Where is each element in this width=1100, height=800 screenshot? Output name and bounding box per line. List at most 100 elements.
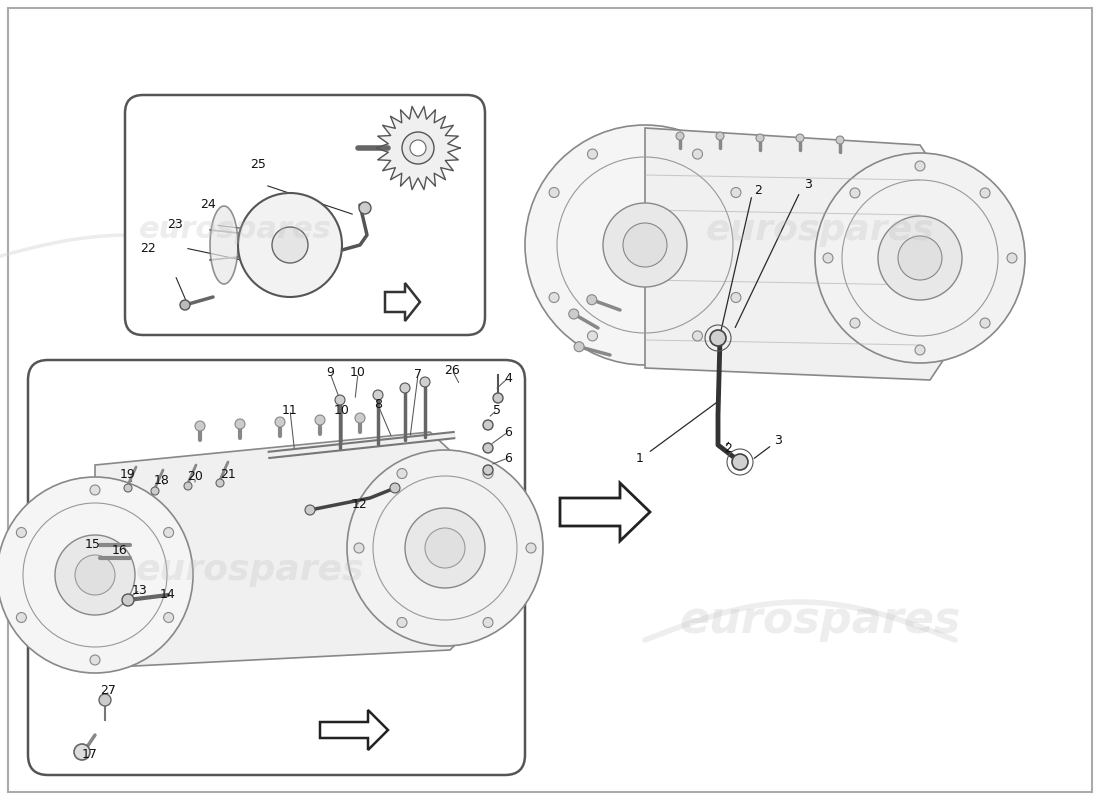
Circle shape	[483, 420, 493, 430]
Circle shape	[0, 477, 192, 673]
Polygon shape	[95, 432, 470, 668]
Circle shape	[180, 300, 190, 310]
Polygon shape	[560, 483, 650, 541]
Circle shape	[305, 505, 315, 515]
Circle shape	[836, 136, 844, 144]
Circle shape	[483, 469, 493, 478]
Circle shape	[99, 694, 111, 706]
Circle shape	[55, 535, 135, 615]
Text: 17: 17	[82, 749, 98, 762]
Circle shape	[122, 594, 134, 606]
Circle shape	[359, 202, 371, 214]
Text: 27: 27	[100, 683, 116, 697]
Circle shape	[915, 345, 925, 355]
Circle shape	[586, 294, 597, 305]
Ellipse shape	[238, 193, 342, 297]
Circle shape	[390, 483, 400, 493]
Circle shape	[693, 331, 703, 341]
Circle shape	[410, 140, 426, 156]
Text: 13: 13	[132, 583, 147, 597]
Circle shape	[732, 454, 748, 470]
Text: 6: 6	[504, 451, 512, 465]
Circle shape	[315, 415, 324, 425]
Circle shape	[980, 318, 990, 328]
Circle shape	[420, 377, 430, 387]
Circle shape	[587, 331, 597, 341]
Circle shape	[402, 132, 434, 164]
Circle shape	[90, 485, 100, 495]
Text: 14: 14	[161, 589, 176, 602]
Text: 2: 2	[724, 442, 732, 454]
Circle shape	[526, 543, 536, 553]
Text: 10: 10	[334, 403, 350, 417]
Text: 15: 15	[85, 538, 101, 551]
Circle shape	[151, 487, 160, 495]
Circle shape	[272, 227, 308, 263]
Text: 19: 19	[120, 469, 136, 482]
Polygon shape	[376, 106, 460, 190]
Circle shape	[346, 450, 543, 646]
Circle shape	[216, 479, 224, 487]
Text: 1: 1	[636, 451, 644, 465]
Circle shape	[823, 253, 833, 263]
Circle shape	[603, 203, 688, 287]
Circle shape	[915, 161, 925, 171]
Circle shape	[235, 419, 245, 429]
Text: 20: 20	[187, 470, 202, 483]
Circle shape	[184, 482, 192, 490]
Circle shape	[75, 555, 116, 595]
Circle shape	[710, 330, 726, 346]
Circle shape	[124, 484, 132, 492]
Polygon shape	[320, 710, 388, 750]
Circle shape	[354, 543, 364, 553]
Circle shape	[483, 465, 493, 475]
Text: 6: 6	[504, 426, 512, 438]
Text: eurospares: eurospares	[706, 213, 934, 247]
Text: eurospares: eurospares	[680, 598, 960, 642]
Circle shape	[549, 293, 559, 302]
Circle shape	[716, 132, 724, 140]
Text: 23: 23	[167, 218, 183, 231]
Ellipse shape	[210, 206, 238, 284]
Circle shape	[796, 134, 804, 142]
Circle shape	[898, 236, 942, 280]
Text: 5: 5	[493, 403, 500, 417]
Text: 16: 16	[112, 543, 128, 557]
Circle shape	[336, 395, 345, 405]
Circle shape	[373, 390, 383, 400]
Circle shape	[1006, 253, 1018, 263]
Circle shape	[587, 149, 597, 159]
Circle shape	[756, 134, 764, 142]
Circle shape	[425, 528, 465, 568]
Circle shape	[16, 613, 26, 622]
Circle shape	[850, 318, 860, 328]
Circle shape	[525, 125, 764, 365]
Circle shape	[164, 613, 174, 622]
Circle shape	[400, 383, 410, 393]
Text: 9: 9	[326, 366, 334, 379]
Circle shape	[574, 342, 584, 352]
Circle shape	[730, 293, 741, 302]
Text: 24: 24	[200, 198, 216, 211]
Circle shape	[878, 216, 962, 300]
Circle shape	[980, 188, 990, 198]
Text: 21: 21	[220, 469, 235, 482]
Text: 18: 18	[154, 474, 169, 486]
Circle shape	[623, 223, 667, 267]
Circle shape	[483, 443, 493, 453]
Circle shape	[164, 527, 174, 538]
Circle shape	[397, 618, 407, 627]
Circle shape	[730, 187, 741, 198]
Circle shape	[275, 417, 285, 427]
FancyBboxPatch shape	[28, 360, 525, 775]
Circle shape	[90, 655, 100, 665]
Text: 26: 26	[444, 363, 460, 377]
Circle shape	[483, 618, 493, 627]
Circle shape	[676, 132, 684, 140]
Circle shape	[693, 149, 703, 159]
Circle shape	[549, 187, 559, 198]
Text: eurospares: eurospares	[139, 215, 331, 245]
Text: 8: 8	[374, 398, 382, 411]
Text: 11: 11	[282, 403, 298, 417]
Circle shape	[74, 744, 90, 760]
